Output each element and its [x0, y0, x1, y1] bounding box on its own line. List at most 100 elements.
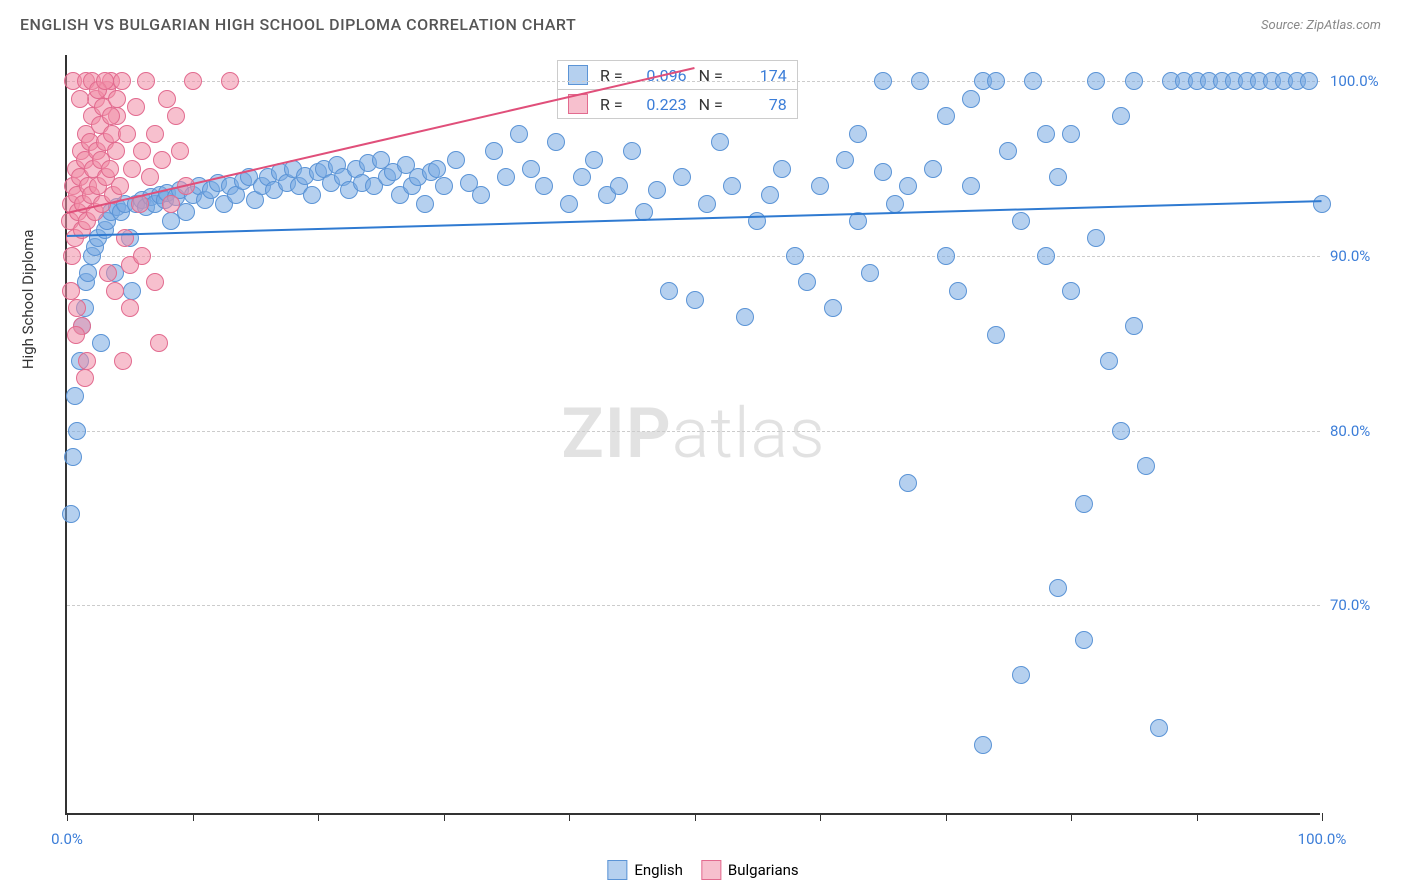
- y-tick-label: 100.0%: [1330, 72, 1385, 90]
- data-point: [924, 160, 942, 178]
- data-point: [1062, 282, 1080, 300]
- data-point: [99, 264, 117, 282]
- x-tick: [193, 813, 194, 821]
- y-tick-label: 70.0%: [1330, 596, 1385, 614]
- data-point: [899, 177, 917, 195]
- data-point: [63, 247, 81, 265]
- data-point: [64, 448, 82, 466]
- x-tick: [1197, 813, 1198, 821]
- data-point: [874, 163, 892, 181]
- stat-r-label: R =: [600, 95, 623, 114]
- data-point: [162, 195, 180, 213]
- data-point: [141, 168, 159, 186]
- data-point: [1087, 72, 1105, 90]
- legend-swatch: [701, 860, 721, 880]
- data-point: [428, 160, 446, 178]
- data-point: [962, 90, 980, 108]
- data-point: [116, 229, 134, 247]
- stat-r-value: 0.223: [631, 95, 687, 114]
- data-point: [573, 168, 591, 186]
- data-point: [1024, 72, 1042, 90]
- data-point: [786, 247, 804, 265]
- x-tick: [1322, 813, 1323, 821]
- x-tick: [67, 813, 68, 821]
- data-point: [1049, 168, 1067, 186]
- data-point: [76, 369, 94, 387]
- x-tick-label: 100.0%: [1298, 830, 1347, 848]
- data-point: [303, 186, 321, 204]
- data-point: [1125, 317, 1143, 335]
- data-point: [535, 177, 553, 195]
- data-point: [1300, 72, 1318, 90]
- data-point: [773, 160, 791, 178]
- data-point: [1112, 422, 1130, 440]
- data-point: [1150, 719, 1168, 737]
- data-point: [937, 107, 955, 125]
- data-point: [146, 273, 164, 291]
- data-point: [1100, 352, 1118, 370]
- data-point: [673, 168, 691, 186]
- data-point: [107, 142, 125, 160]
- data-point: [67, 326, 85, 344]
- stats-row: R =0.096N =174: [558, 61, 797, 89]
- data-point: [221, 72, 239, 90]
- data-point: [836, 151, 854, 169]
- x-tick: [695, 813, 696, 821]
- data-point: [811, 177, 829, 195]
- x-tick: [1071, 813, 1072, 821]
- chart-title: ENGLISH VS BULGARIAN HIGH SCHOOL DIPLOMA…: [20, 15, 576, 34]
- data-point: [987, 72, 1005, 90]
- data-point: [1037, 125, 1055, 143]
- data-point: [911, 72, 929, 90]
- data-point: [150, 334, 168, 352]
- data-point: [522, 160, 540, 178]
- watermark-light: atlas: [672, 393, 826, 475]
- data-point: [798, 273, 816, 291]
- data-point: [949, 282, 967, 300]
- data-point: [962, 177, 980, 195]
- data-point: [686, 291, 704, 309]
- data-point: [560, 195, 578, 213]
- data-point: [123, 160, 141, 178]
- data-point: [660, 282, 678, 300]
- data-point: [999, 142, 1017, 160]
- data-point: [137, 72, 155, 90]
- legend-label: Bulgarians: [728, 861, 799, 879]
- data-point: [113, 72, 131, 90]
- watermark-bold: ZIP: [561, 393, 671, 475]
- data-point: [1075, 631, 1093, 649]
- data-point: [723, 177, 741, 195]
- x-tick: [569, 813, 570, 821]
- gridline: [67, 605, 1320, 606]
- data-point: [106, 282, 124, 300]
- data-point: [121, 299, 139, 317]
- stats-row: R =0.223N =78: [558, 89, 797, 118]
- data-point: [184, 72, 202, 90]
- legend: EnglishBulgarians: [607, 860, 798, 880]
- data-point: [648, 181, 666, 199]
- x-tick: [820, 813, 821, 821]
- data-point: [416, 195, 434, 213]
- data-point: [585, 151, 603, 169]
- data-point: [158, 90, 176, 108]
- data-point: [127, 98, 145, 116]
- data-point: [1137, 457, 1155, 475]
- data-point: [171, 142, 189, 160]
- x-tick: [946, 813, 947, 821]
- data-point: [177, 203, 195, 221]
- watermark: ZIPatlas: [561, 393, 825, 475]
- data-point: [510, 125, 528, 143]
- data-point: [62, 282, 80, 300]
- data-point: [435, 177, 453, 195]
- y-axis-label: High School Diploma: [19, 229, 37, 369]
- y-tick-label: 90.0%: [1330, 247, 1385, 265]
- data-point: [937, 247, 955, 265]
- x-tick: [318, 813, 319, 821]
- legend-item: Bulgarians: [701, 860, 799, 880]
- data-point: [1049, 579, 1067, 597]
- data-point: [736, 308, 754, 326]
- data-point: [153, 151, 171, 169]
- data-point: [824, 299, 842, 317]
- gridline: [67, 256, 1320, 257]
- data-point: [146, 125, 164, 143]
